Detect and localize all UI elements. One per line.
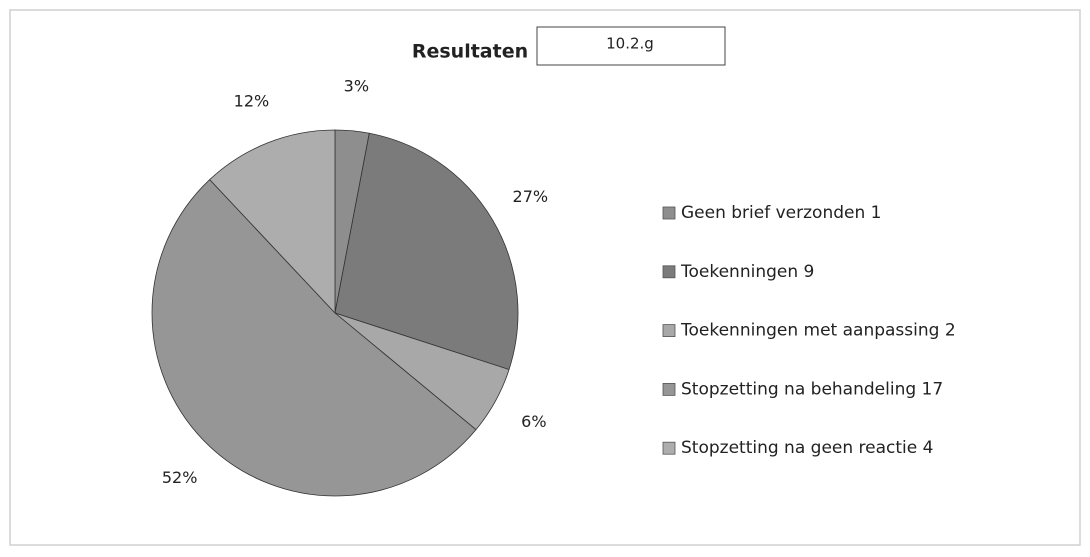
legend-label: Toekenningen 9: [680, 262, 814, 282]
legend-swatch: [662, 265, 676, 279]
legend-label: Stopzetting na geen reactie 4: [681, 438, 933, 458]
data-label: 3%: [344, 77, 369, 96]
pie-slice: [209, 129, 336, 315]
data-label: 6%: [521, 412, 546, 431]
data-label: 27%: [513, 187, 549, 206]
chart-title: Resultaten: [412, 41, 528, 63]
legend-label: Stopzetting na behandeling 17: [681, 379, 943, 399]
data-label: 52%: [162, 468, 198, 487]
legend-swatch: [662, 324, 676, 338]
pie-slice: [334, 132, 519, 371]
annotation-box: [536, 26, 726, 66]
data-label: 12%: [234, 92, 270, 111]
legend-swatch: [662, 441, 676, 455]
legend-swatch: [662, 206, 676, 220]
pie-slice: [151, 179, 477, 497]
annotation: 10.2.g: [606, 35, 654, 53]
legend-label: Toekenningen met aanpassing 2: [680, 321, 956, 341]
legend-label: Geen brief verzonden 1: [681, 203, 881, 223]
legend-swatch: [662, 382, 676, 396]
